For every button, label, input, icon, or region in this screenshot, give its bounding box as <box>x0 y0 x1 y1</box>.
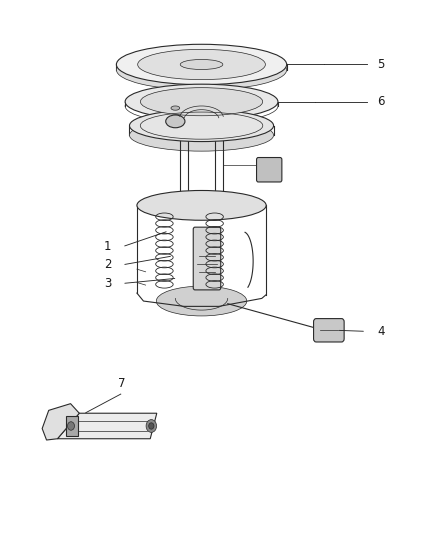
Ellipse shape <box>117 50 287 90</box>
Ellipse shape <box>138 50 265 79</box>
Text: 7: 7 <box>118 377 126 390</box>
Polygon shape <box>42 403 79 440</box>
FancyBboxPatch shape <box>314 319 344 342</box>
FancyBboxPatch shape <box>257 158 282 182</box>
Ellipse shape <box>171 106 180 110</box>
Ellipse shape <box>149 423 154 429</box>
Text: 1: 1 <box>104 240 111 253</box>
Ellipse shape <box>180 60 223 69</box>
Ellipse shape <box>146 419 156 432</box>
Ellipse shape <box>117 44 287 85</box>
Ellipse shape <box>141 87 263 116</box>
Ellipse shape <box>130 110 274 142</box>
Ellipse shape <box>137 190 266 220</box>
Text: 4: 4 <box>377 325 385 338</box>
Ellipse shape <box>125 84 278 119</box>
Polygon shape <box>57 413 157 439</box>
Text: 5: 5 <box>377 58 385 71</box>
Ellipse shape <box>67 422 74 430</box>
FancyBboxPatch shape <box>193 227 221 290</box>
Text: 6: 6 <box>377 95 385 108</box>
Polygon shape <box>66 416 78 436</box>
Ellipse shape <box>156 286 247 316</box>
Text: 2: 2 <box>104 259 111 271</box>
Text: 3: 3 <box>104 277 111 290</box>
Ellipse shape <box>166 115 185 128</box>
Ellipse shape <box>130 119 274 151</box>
